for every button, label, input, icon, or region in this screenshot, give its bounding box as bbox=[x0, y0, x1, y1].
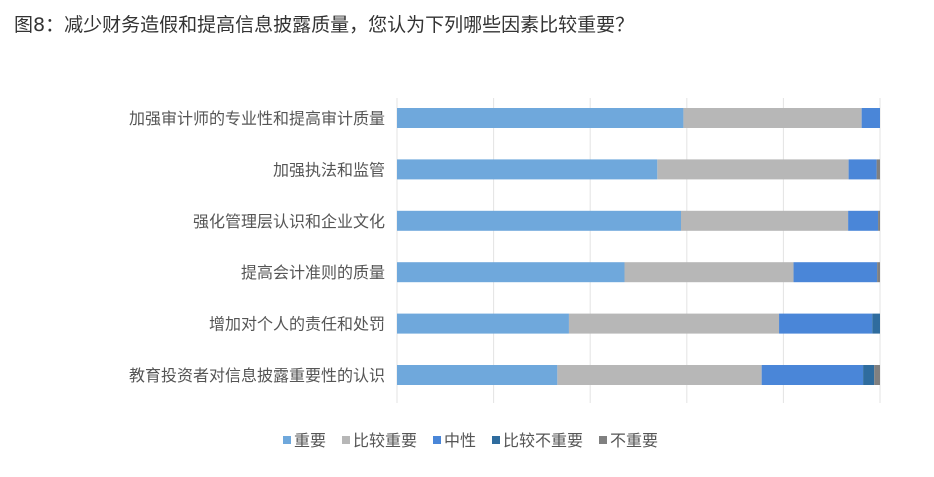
category-label: 加强执法和监管 bbox=[273, 160, 385, 179]
bars bbox=[397, 108, 880, 385]
category-labels: 加强审计师的专业性和提高审计质量加强执法和监管强化管理层认识和企业文化提高会计准… bbox=[129, 109, 385, 385]
bar-segment bbox=[863, 365, 875, 385]
legend-label: 比较不重要 bbox=[503, 431, 583, 450]
category-label: 强化管理层认识和企业文化 bbox=[193, 212, 385, 231]
bar-segment bbox=[557, 365, 762, 385]
bar-segment bbox=[397, 262, 625, 283]
legend-label: 比较重要 bbox=[353, 431, 417, 450]
legend-label: 不重要 bbox=[610, 431, 658, 450]
bar-segment bbox=[657, 159, 849, 180]
bar-segment bbox=[397, 313, 569, 334]
bar-segment bbox=[681, 210, 849, 231]
legend-swatch bbox=[342, 436, 350, 444]
legend-swatch bbox=[433, 436, 441, 444]
bar-segment bbox=[861, 108, 880, 128]
page-title: 图8：减少财务造假和提高信息披露质量，您认为下列哪些因素比较重要？ bbox=[14, 14, 635, 36]
bar-segment bbox=[779, 313, 873, 334]
bar-segment bbox=[568, 313, 780, 334]
legend-swatch bbox=[492, 436, 500, 444]
bar-segment bbox=[624, 262, 794, 283]
legend-swatch bbox=[283, 436, 291, 444]
bar-segment bbox=[397, 210, 682, 231]
legend-label: 中性 bbox=[444, 431, 476, 450]
legend-swatch bbox=[599, 436, 607, 444]
bar-segment bbox=[397, 108, 684, 128]
bar-segment bbox=[876, 159, 880, 180]
category-label: 加强审计师的专业性和提高审计质量 bbox=[129, 109, 385, 128]
category-label: 教育投资者对信息披露重要性的认识 bbox=[129, 366, 385, 385]
bar-segment bbox=[683, 108, 862, 128]
legend: 重要 比较重要 中性 比较不重要 不重要 bbox=[283, 431, 658, 450]
legend-label: 重要 bbox=[294, 431, 326, 450]
category-label: 提高会计准则的质量 bbox=[241, 263, 385, 282]
gridlines bbox=[396, 98, 881, 403]
bar-segment bbox=[848, 159, 877, 180]
bar-segment bbox=[874, 365, 880, 385]
category-label: 增加对个人的责任和处罚 bbox=[209, 315, 385, 334]
bar-segment bbox=[397, 159, 658, 180]
bar-segment bbox=[793, 262, 878, 283]
bar-segment bbox=[872, 313, 880, 334]
bar-segment bbox=[878, 210, 880, 231]
bar-segment bbox=[848, 210, 879, 231]
bar-segment bbox=[877, 262, 880, 283]
bar-segment bbox=[397, 365, 558, 385]
bar-segment bbox=[761, 365, 864, 385]
